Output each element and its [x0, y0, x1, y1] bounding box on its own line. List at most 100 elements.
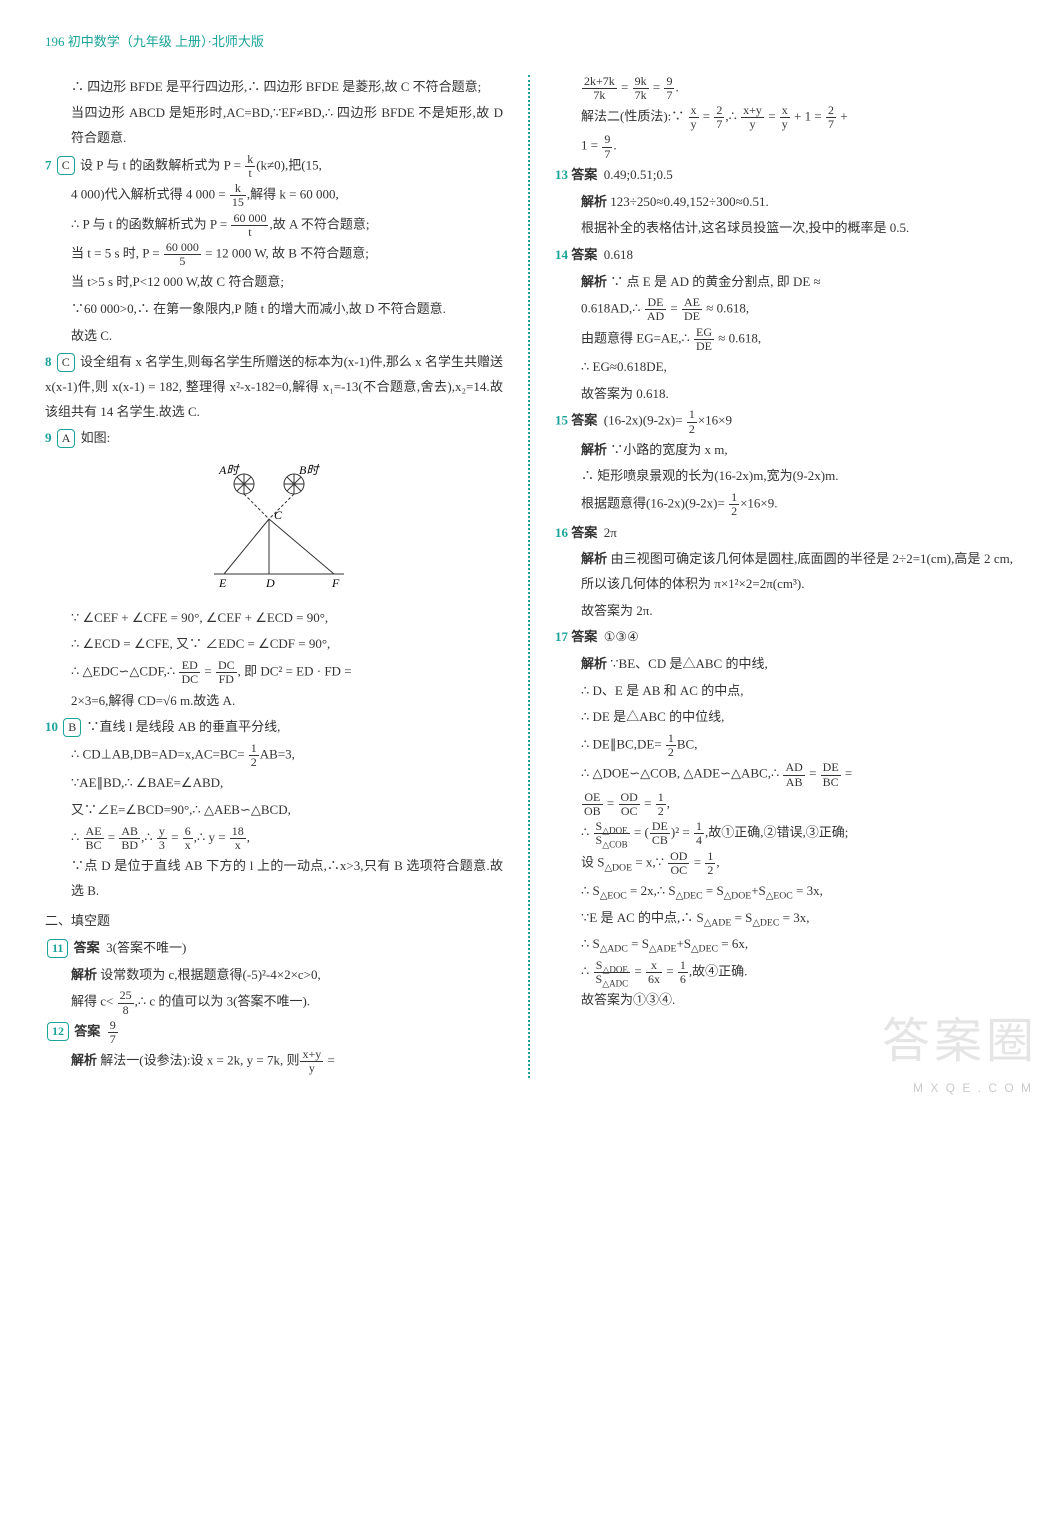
text: ∴ ∠ECD = ∠CFE, 又∵ ∠EDC = ∠CDF = 90°, — [45, 632, 503, 657]
text: 0.618AD,∴ DEAD = AEDE ≈ 0.618, — [555, 296, 1013, 323]
q12: 12 答案 97 — [45, 1019, 503, 1046]
fraction: 12 — [705, 850, 715, 877]
text: ∴ S△ADC = S△ADE+S△DEC = 6x, — [555, 932, 1013, 957]
text: 故答案为 2π. — [555, 599, 1013, 624]
text: ∴ S△DOES△ADC = x6x = 16,故④正确. — [555, 959, 1013, 986]
fraction: xy — [689, 104, 699, 131]
answer-box: C — [57, 353, 75, 372]
text: ∵点 D 是位于直线 AB 下方的 l 上的一动点,∴x>3,只有 B 选项符合… — [45, 854, 503, 903]
text: 设 S△DOE = x,∵ ODOC = 12, — [555, 850, 1013, 877]
fraction: 6x — [183, 825, 193, 852]
text: 故选 C. — [45, 324, 503, 349]
fraction: EDDC — [179, 659, 200, 686]
answer-label: 答案 — [74, 1023, 100, 1038]
fraction: ADAB — [783, 761, 804, 788]
watermark-url: M X Q E . C O M — [913, 1077, 1033, 1100]
text: 解析 123÷250≈0.49,152÷300≈0.51. — [555, 190, 1013, 215]
text: ∴ AEBC = ABBD,∴ y3 = 6x,∴ y = 18x, — [45, 825, 503, 852]
text: ∴ △EDC∽△CDF,∴ EDDC = DCFD, 即 DC² = ED · … — [45, 659, 503, 686]
fraction: 12 — [666, 732, 676, 759]
q16: 16 答案 2π — [555, 521, 1013, 546]
question-number: 10 — [45, 719, 58, 734]
q11: 11 答案 3(答案不唯一) — [45, 936, 503, 961]
answer-label: 答案 — [571, 525, 597, 540]
answer-label: 答案 — [74, 940, 100, 955]
fraction: 60 000t — [231, 212, 268, 239]
fraction: S△DOES△ADC — [594, 959, 631, 986]
text: 解析 解法一(设参法):设 x = 2k, y = 7k, 则x+yy = — [45, 1048, 503, 1075]
answer-label: 答案 — [571, 167, 597, 182]
text: ∵E 是 AC 的中点,∴ S△ADE = S△DEC = 3x, — [555, 906, 1013, 931]
text: 当 t>5 s 时,P<12 000 W,故 C 符合题意; — [45, 270, 503, 295]
text: ∴ 矩形喷泉景观的长为(16-2x)m,宽为(9-2x)m. — [555, 464, 1013, 489]
text: ∴ DE 是△ABC 的中位线, — [555, 705, 1013, 730]
fraction: DCFD — [216, 659, 237, 686]
fraction: AEBC — [84, 825, 104, 852]
text: 2×3=6,解得 CD=√6 m.故选 A. — [45, 689, 503, 714]
two-column-layout: ∴ 四边形 BFDE 是平行四边形,∴ 四边形 BFDE 是菱形,故 C 不符合… — [45, 75, 1013, 1078]
question-number: 14 — [555, 247, 568, 262]
fraction: x+yy — [300, 1048, 323, 1075]
fraction: 12 — [656, 791, 666, 818]
text: 解析 设常数项为 c,根据题意得(-5)²-4×2×c>0, — [45, 963, 503, 988]
text: 故答案为①③④. — [555, 988, 1013, 1013]
fraction: x+yy — [741, 104, 764, 131]
text: ∵ ∠CEF + ∠CFE = 90°, ∠CEF + ∠ECD = 90°, — [45, 606, 503, 631]
answer-label: 答案 — [571, 629, 597, 644]
text: 设 P 与 t 的函数解析式为 P = — [80, 157, 244, 172]
geometry-diagram: A时 B时 C E D F — [45, 459, 503, 598]
text: ∴ △DOE∽△COB, △ADE∽△ABC,∴ ADAB = DEBC = — [555, 761, 1013, 788]
fraction: 12 — [249, 742, 259, 769]
question-number: 7 — [45, 157, 52, 172]
text: 2k+7k7k = 9k7k = 97. — [555, 75, 1013, 102]
question-number: 16 — [555, 525, 568, 540]
q14: 14 答案 0.618 — [555, 243, 1013, 268]
text: 解析 ∵ 点 E 是 AD 的黄金分割点, 即 DE ≈ — [555, 270, 1013, 295]
question-number: 13 — [555, 167, 568, 182]
question-number: 12 — [47, 1022, 69, 1041]
text: 根据补全的表格估计,这名球员投篮一次,投中的概率是 0.5. — [555, 216, 1013, 241]
svg-text:A时: A时 — [218, 463, 240, 477]
text: 当 t = 5 s 时, P = 60 0005 = 12 000 W, 故 B… — [45, 241, 503, 268]
fraction: S△DOES△COB — [594, 820, 630, 847]
fraction: 9k7k — [633, 75, 649, 102]
q8: 8 C 设全组有 x 名学生,则每名学生所赠送的标本为(x-1)件,那么 x 名… — [45, 350, 503, 424]
left-column: ∴ 四边形 BFDE 是平行四边形,∴ 四边形 BFDE 是菱形,故 C 不符合… — [45, 75, 503, 1078]
answer-text: 0.618 — [604, 247, 633, 262]
answer-text: 0.49;0.51;0.5 — [604, 167, 673, 182]
fraction: OEOB — [582, 791, 603, 818]
svg-text:F: F — [331, 576, 340, 589]
fraction: 97 — [108, 1019, 118, 1046]
question-number: 11 — [47, 939, 68, 958]
answer-text: 3(答案不唯一) — [106, 940, 186, 955]
text: ∵AE∥BD,∴ ∠BAE=∠ABD, — [45, 771, 503, 796]
svg-text:B时: B时 — [299, 463, 320, 477]
text: 根据题意得(16-2x)(9-2x)= 12×16×9. — [555, 491, 1013, 518]
text: 解得 c< 258,∴ c 的值可以为 3(答案不唯一). — [45, 989, 503, 1016]
fraction: 97 — [664, 75, 674, 102]
fraction: 27 — [826, 104, 836, 131]
text: 由题意得 EG=AE,∴ EGDE ≈ 0.618, — [555, 326, 1013, 353]
question-number: 15 — [555, 413, 568, 428]
text: ∴ P 与 t 的函数解析式为 P = 60 000t,故 A 不符合题意; — [45, 212, 503, 239]
q17: 17 答案 ①③④ — [555, 625, 1013, 650]
answer-text: ①③④ — [604, 629, 639, 644]
right-column: 2k+7k7k = 9k7k = 97. 解法二(性质法):∵ xy = 27,… — [555, 75, 1013, 1078]
text: 故答案为 0.618. — [555, 382, 1013, 407]
text: 解法二(性质法):∵ xy = 27,∴ x+yy = xy + 1 = 27 … — [555, 104, 1013, 131]
text: (k≠0),把(15, — [256, 157, 322, 172]
q10: 10 B ∵直线 l 是线段 AB 的垂直平分线, — [45, 715, 503, 740]
fraction: ABBD — [119, 825, 140, 852]
text: 解析 由三视图可确定该几何体是圆柱,底面圆的半径是 2÷2=1(cm),高是 2… — [555, 547, 1013, 596]
fraction: DEBC — [821, 761, 841, 788]
answer-box: B — [63, 718, 81, 737]
question-number: 9 — [45, 430, 52, 445]
text: ∴ 四边形 BFDE 是平行四边形,∴ 四边形 BFDE 是菱形,故 C 不符合… — [45, 75, 503, 100]
q15: 15 答案 (16-2x)(9-2x)= 12×16×9 — [555, 408, 1013, 435]
fraction: 12 — [729, 491, 739, 518]
fraction: k15 — [230, 182, 246, 209]
text: 如图: — [81, 430, 111, 445]
fraction: 60 0005 — [164, 241, 201, 268]
fraction: 14 — [694, 820, 704, 847]
answer-box: A — [57, 429, 76, 448]
